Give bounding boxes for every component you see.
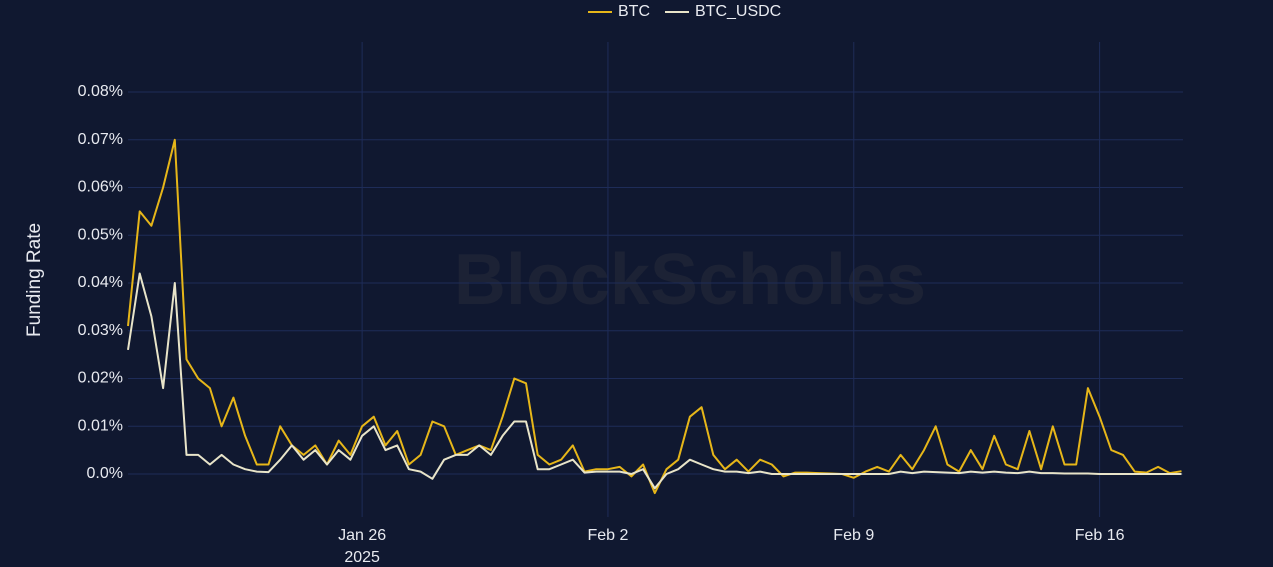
y-tick-label: 0.08% <box>78 83 123 100</box>
x-tick-label: Feb 2 <box>587 527 628 544</box>
x-tick-label: Feb 16 <box>1075 527 1125 544</box>
y-axis-label: Funding Rate <box>24 223 45 337</box>
series-line <box>127 138 1182 495</box>
x-tick-label: Jan 26 <box>338 527 386 544</box>
series-line <box>127 272 1182 490</box>
legend-label: BTC_USDC <box>695 3 781 20</box>
y-tick-label: 0.04% <box>78 274 123 291</box>
y-tick-label: 0.06% <box>78 179 123 196</box>
y-tick-label: 0.02% <box>78 370 123 387</box>
y-tick-label: 0.07% <box>78 131 123 148</box>
y-tick-label: 0.0% <box>87 465 123 482</box>
y-tick-label: 0.01% <box>78 417 123 434</box>
y-tick-label: 0.03% <box>78 322 123 339</box>
watermark: BlockScholes <box>454 240 926 320</box>
x-year-label: 2025 <box>344 549 380 566</box>
x-tick-label: Feb 9 <box>833 527 874 544</box>
y-tick-label: 0.05% <box>78 226 123 243</box>
legend-label: BTC <box>618 3 650 20</box>
